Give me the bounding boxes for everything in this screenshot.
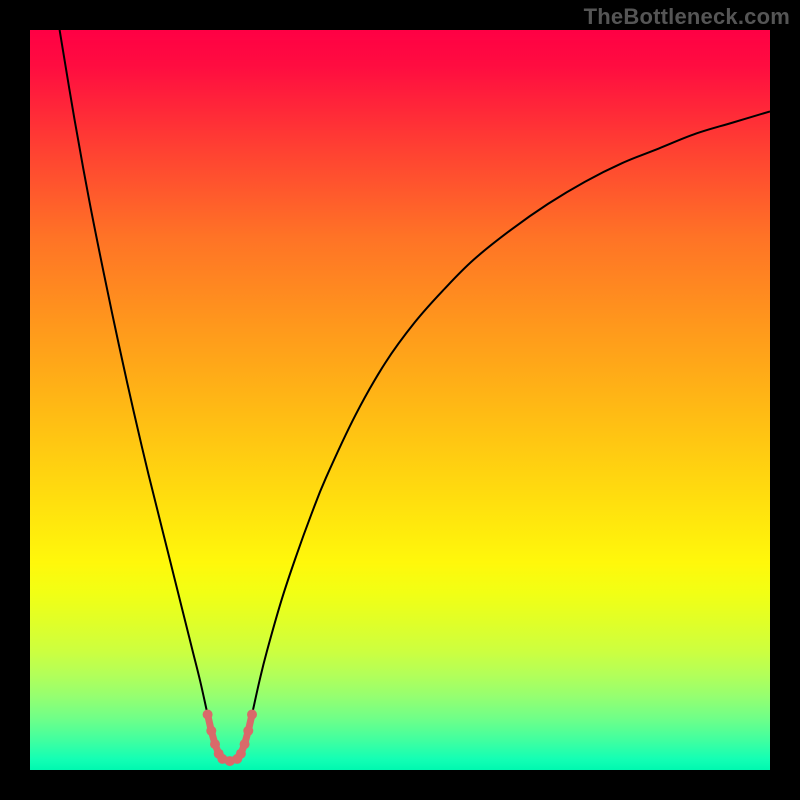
marker-point [240, 739, 250, 749]
marker-point [206, 726, 216, 736]
marker-point [247, 710, 257, 720]
plot-background [30, 30, 770, 770]
marker-point [243, 726, 253, 736]
chart-container: TheBottleneck.com [0, 0, 800, 800]
marker-point [203, 710, 213, 720]
marker-point [236, 749, 246, 759]
chart-plot [30, 30, 770, 770]
marker-point [210, 739, 220, 749]
watermark-text: TheBottleneck.com [584, 4, 790, 30]
